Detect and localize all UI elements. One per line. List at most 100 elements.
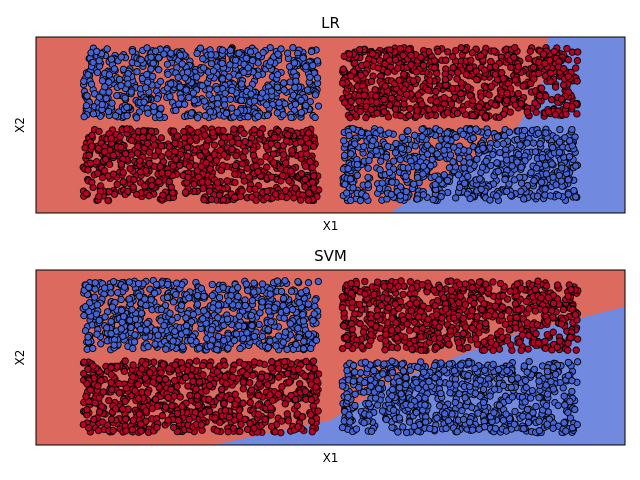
svm-point-class0 [98,418,107,426]
lr-point-class1 [240,68,248,76]
lr-point-class1 [520,195,528,203]
svm-point-class0 [115,389,123,397]
svm-point-class0 [213,427,221,435]
lr-point-class1 [385,129,393,137]
lr-point-class0 [267,173,276,181]
lr-point-class0 [469,96,477,105]
lr-point-class0 [572,64,580,72]
svm-point-class0 [189,377,197,386]
svm-point-class0 [185,415,193,424]
lr-point-class0 [272,190,280,198]
lr-point-class1 [360,142,368,151]
lr-point-class0 [110,190,119,198]
lr-point-class0 [251,185,259,193]
lr-point-class1 [376,166,384,174]
svm-point-class0 [356,320,364,328]
lr-point-class0 [573,77,581,85]
lr-point-class1 [452,133,460,141]
lr-point-class0 [430,64,439,72]
svm-point-class0 [275,373,283,381]
lr-point-class1 [232,56,240,64]
lr-point-class1 [351,140,359,148]
svm-point-class0 [255,391,263,400]
svm-point-class0 [89,362,97,370]
lr-point-class0 [443,109,452,117]
lr-point-class0 [139,133,147,142]
lr-point-class1 [564,190,573,198]
lr-point-class0 [169,162,177,170]
lr-point-class1 [147,65,155,73]
svm-point-class0 [173,409,182,418]
svm-point-class0 [361,277,369,286]
lr-point-class0 [150,141,159,149]
lr-point-class1 [347,196,355,205]
lr-point-class1 [117,81,125,90]
svm-point-class1 [131,331,139,339]
svm-point-class0 [455,299,463,307]
lr-point-class1 [302,62,310,71]
svm-point-class0 [263,381,272,389]
lr-point-class1 [297,108,305,117]
lr-point-class1 [291,100,300,108]
svm-point-class0 [141,374,150,382]
lr-point-class1 [297,96,305,104]
lr-point-class0 [281,186,290,195]
svm-point-class0 [525,305,533,313]
lr-point-class0 [164,150,173,158]
lr-point-class1 [196,44,205,52]
svm-point-class0 [246,419,254,428]
lr-point-class0 [282,159,290,167]
lr-point-class1 [513,158,521,166]
svm-point-class0 [247,386,256,394]
lr-point-class0 [183,143,192,151]
lr-point-class1 [482,157,490,165]
lr-point-class1 [275,99,283,107]
svm-point-class0 [137,427,145,435]
svm-point-class0 [308,428,316,436]
lr-point-class0 [199,184,207,193]
svm-point-class1 [154,331,162,339]
svm-point-class1 [279,294,288,303]
lr-point-class1 [95,93,104,101]
lr-point-class1 [214,100,222,108]
svm-point-class1 [114,288,122,297]
svm-point-class0 [229,373,237,381]
lr-point-class1 [237,80,246,88]
lr-point-class1 [274,50,282,58]
lr-point-class1 [177,94,185,102]
lr-point-class0 [574,48,582,56]
svm-point-class1 [193,291,202,300]
lr-point-class1 [242,54,250,62]
svm-point-class0 [249,371,257,379]
lr-point-class1 [390,157,398,165]
lr-point-class0 [476,52,485,60]
lr-point-class0 [557,95,566,103]
svm-point-class0 [294,365,303,373]
lr-point-class1 [143,70,151,79]
lr-point-class1 [220,101,229,109]
lr-point-class0 [347,72,355,80]
lr-point-class1 [478,163,487,171]
lr-point-class1 [181,74,189,82]
lr-point-class1 [450,143,458,151]
lr-point-class0 [215,191,224,199]
lr-point-class0 [164,169,172,177]
lr-point-class1 [226,61,234,69]
lr-point-class0 [212,156,221,165]
lr-point-class1 [391,149,400,157]
lr-point-class1 [273,109,281,117]
lr-point-class1 [382,153,391,161]
lr-point-class0 [230,193,239,201]
svm-point-class1 [295,333,303,342]
svm-point-class1 [117,306,126,315]
svm-point-class1 [187,318,196,326]
lr-point-class1 [385,168,394,177]
svm-point-class0 [231,400,239,408]
lr-point-class1 [537,178,546,186]
lr-point-class0 [132,190,141,199]
svm-point-class1 [281,328,290,336]
lr-point-class1 [289,44,297,52]
lr-point-class0 [400,100,408,108]
svm-point-class1 [311,296,319,304]
lr-point-class0 [94,144,103,153]
